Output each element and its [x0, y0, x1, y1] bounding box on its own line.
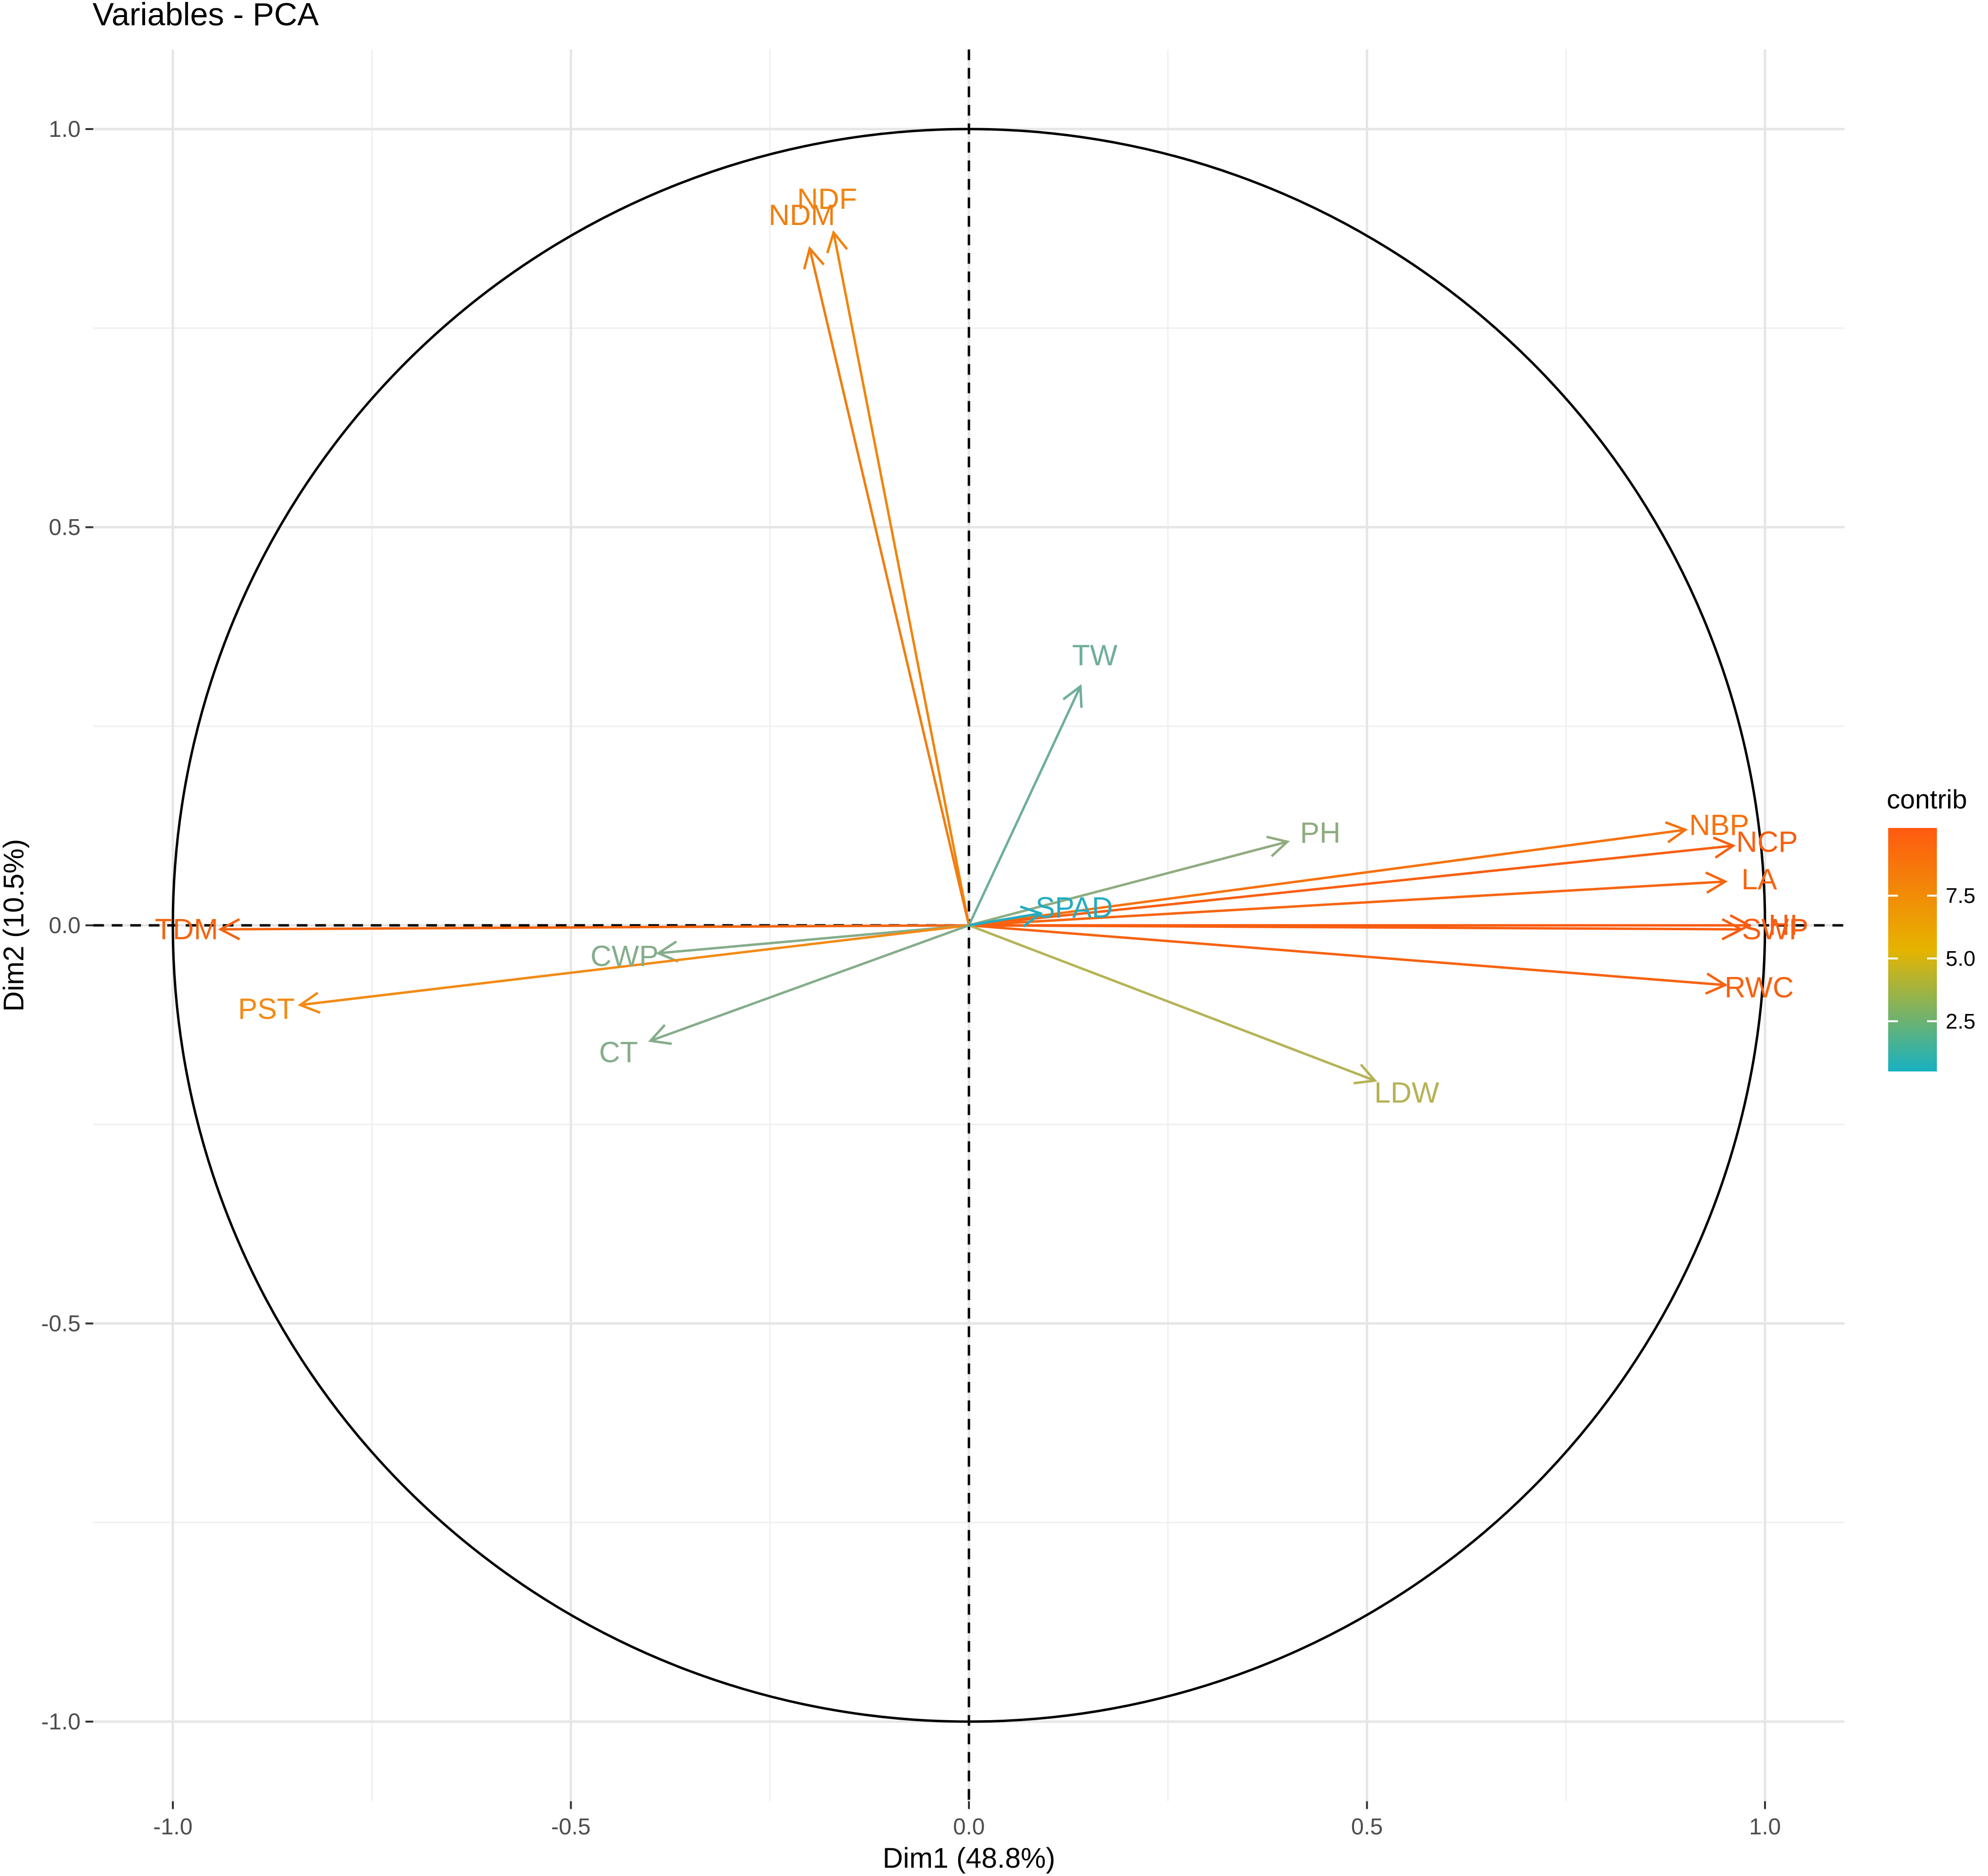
arrow-head-ndm: [803, 246, 825, 270]
arrow-shaft-ph: [968, 840, 1288, 927]
label-ldw: LDW: [1375, 1076, 1440, 1109]
label-tdm: TDM: [155, 913, 218, 946]
arrow-head-la: [1705, 871, 1728, 894]
arrow-spad: [968, 905, 1043, 928]
arrow-head-ldw: [1353, 1064, 1377, 1085]
legend-tick-label-1: 5.0: [1946, 947, 1975, 971]
arrow-shaft-rwc: [968, 924, 1726, 987]
arrow-cwp: [656, 924, 969, 963]
x-tick-label-1: -0.5: [551, 1814, 591, 1839]
x-tick-label-3: 0.5: [1351, 1814, 1383, 1839]
label-ncp: NCP: [1736, 825, 1798, 858]
arrow-shaft-nbp: [968, 828, 1686, 927]
legend-ticks: 2.5 5.0 7.5: [1888, 884, 1975, 1033]
arrow-tw: [967, 684, 1083, 926]
arrow-pst: [297, 924, 969, 1014]
arrow-shaft-ndf: [832, 232, 970, 926]
x-tick-label-0: -1.0: [153, 1814, 193, 1839]
legend-title: contrib: [1887, 784, 1967, 814]
arrow-shaft-ncp: [968, 844, 1733, 927]
arrow-head-spad: [1020, 905, 1043, 928]
label-la: LA: [1741, 863, 1777, 896]
label-ndf: NDF: [797, 183, 857, 215]
arrow-head-ct: [648, 1024, 672, 1045]
arrow-head-ndf: [826, 230, 848, 254]
y-axis-title: Dim2 (10.5%): [0, 839, 30, 1012]
label-spad: SPAD: [1036, 891, 1113, 924]
y-tick-label-1: -0.5: [41, 1311, 81, 1336]
variable-arrows: [218, 230, 1752, 1085]
label-nbp: NBP: [1689, 809, 1749, 842]
label-tw: TW: [1072, 639, 1118, 672]
arrow-head-tw: [1062, 684, 1083, 708]
arrow-head-ph: [1266, 835, 1290, 858]
label-ph: PH: [1300, 817, 1340, 849]
arrow-shaft-la: [968, 880, 1726, 927]
label-hi: HI: [1768, 909, 1798, 941]
label-swp: SWP: [1742, 913, 1809, 946]
y-axis-ticks: -1.0 -0.5 0.0 0.5 1.0: [41, 116, 93, 1734]
y-tick-label-3: 0.5: [49, 514, 80, 540]
y-tick-label-0: -1.0: [41, 1708, 81, 1734]
legend-colorbar: [1888, 828, 1937, 1071]
y-tick-label-2: 0.0: [49, 912, 80, 938]
arrow-head-nbp: [1665, 821, 1688, 844]
arrow-la: [968, 871, 1728, 927]
arrow-head-ncp: [1712, 836, 1736, 859]
arrow-shaft-spad: [968, 912, 1041, 927]
arrow-ph: [968, 835, 1290, 927]
arrow-head-rwc: [1705, 972, 1728, 995]
arrow-tdm: [218, 918, 969, 940]
arrow-ldw: [968, 924, 1377, 1085]
x-axis-ticks: -1.0 -0.5 0.0 0.5 1.0: [153, 1801, 1781, 1839]
x-tick-label-2: 0.0: [953, 1814, 985, 1839]
arrow-ndf: [826, 230, 970, 926]
arrow-head-cwp: [656, 940, 679, 963]
arrow-shaft-tw: [967, 686, 1082, 926]
arrow-head-pst: [297, 992, 321, 1014]
arrow-swp: [968, 918, 1744, 940]
arrow-ct: [648, 924, 969, 1045]
arrow-shaft-cwp: [658, 924, 969, 955]
arrow-shaft-ndm: [808, 248, 970, 926]
x-tick-label-4: 1.0: [1749, 1814, 1781, 1839]
legend: contrib 2.5 5.0 7.5: [1887, 784, 1975, 1071]
label-ct: CT: [599, 1036, 638, 1069]
arrow-shaft-ct: [650, 924, 969, 1042]
legend-tick-label-0: 2.5: [1946, 1010, 1975, 1033]
legend-tick-label-2: 7.5: [1946, 884, 1975, 908]
arrow-head-swp: [1721, 918, 1744, 940]
arrow-shaft-swp: [968, 924, 1741, 931]
arrow-ndm: [803, 246, 970, 926]
y-tick-label-4: 1.0: [49, 116, 80, 142]
arrow-head-tdm: [218, 918, 241, 940]
arrow-shaft-ldw: [968, 924, 1375, 1082]
chart-title: Variables - PCA: [93, 0, 319, 32]
arrow-ncp: [968, 836, 1736, 927]
label-rwc: RWC: [1725, 971, 1794, 1004]
x-axis-title: Dim1 (48.8%): [883, 1842, 1056, 1874]
label-cwp: CWP: [591, 939, 659, 972]
arrow-shaft-tdm: [221, 924, 969, 931]
label-pst: PST: [238, 993, 295, 1025]
arrow-nbp: [968, 821, 1688, 927]
label-ndm: NDM: [769, 199, 836, 231]
arrow-shaft-pst: [300, 924, 969, 1006]
arrow-rwc: [968, 924, 1728, 995]
